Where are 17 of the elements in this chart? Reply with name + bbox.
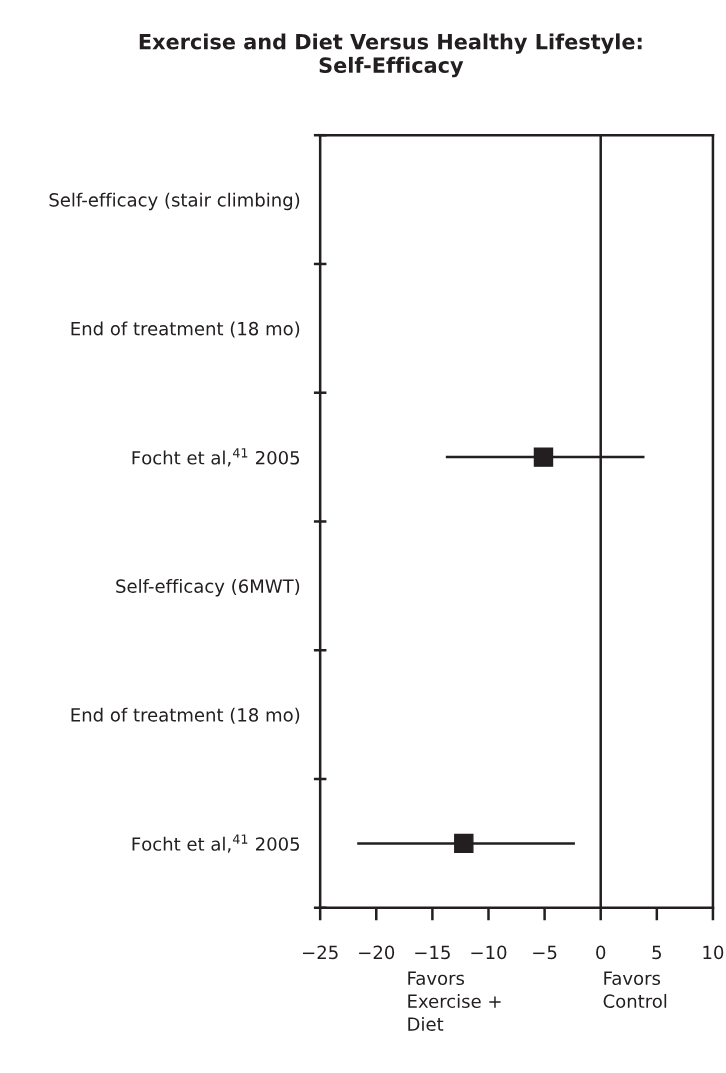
- x-tick-label: 5: [652, 945, 661, 960]
- text: Favors Exercise + Diet: [408, 971, 501, 1031]
- x-tick-label: −25: [303, 945, 338, 960]
- y-tick-label: Focht et al,$^{41}$ 2005: [132, 448, 300, 467]
- y-tick-label: End of treatment (18 mo): [71, 707, 300, 724]
- y-tick-label: Self-efficacy (6MWT): [116, 579, 300, 597]
- chart-title: Exercise and Diet Versus Healthy Lifestyle: Self-Efficacy: [139, 33, 642, 78]
- y-tick-label: End of treatment (18 mo): [71, 321, 300, 338]
- x-tick-label: −5: [533, 945, 557, 960]
- x-tick-label: −20: [359, 945, 395, 960]
- x-tick-label: 0: [596, 945, 606, 960]
- x-tick-label: −10: [471, 945, 507, 960]
- y-tick-label: Self-efficacy (stair climbing): [49, 192, 300, 211]
- text: Favors Control: [603, 971, 667, 1008]
- x-tick-label: 10: [703, 945, 724, 960]
- x-tick-label: −15: [415, 945, 450, 960]
- y-tick-label: Focht et al,$^{41}$ 2005: [132, 834, 300, 853]
